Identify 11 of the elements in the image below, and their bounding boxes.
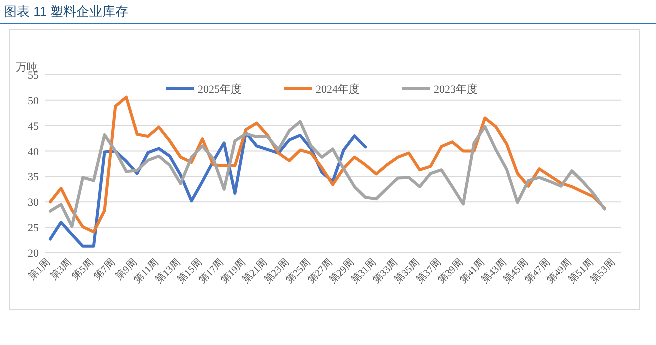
legend-label: 2024年度	[316, 83, 360, 96]
y-tick-label: 25	[28, 222, 40, 235]
y-tick-label: 35	[28, 172, 40, 184]
y-tick-label: 50	[28, 95, 40, 108]
y-tick-label: 30	[28, 197, 40, 210]
y-tick-label: 45	[28, 120, 40, 133]
legend-label: 2025年度	[198, 83, 242, 96]
y-tick-label: 40	[28, 146, 40, 158]
y-tick-label: 20	[28, 248, 40, 260]
legend-label: 2023年度	[434, 83, 478, 96]
title: 图表 11 塑料企业库存	[4, 4, 129, 19]
